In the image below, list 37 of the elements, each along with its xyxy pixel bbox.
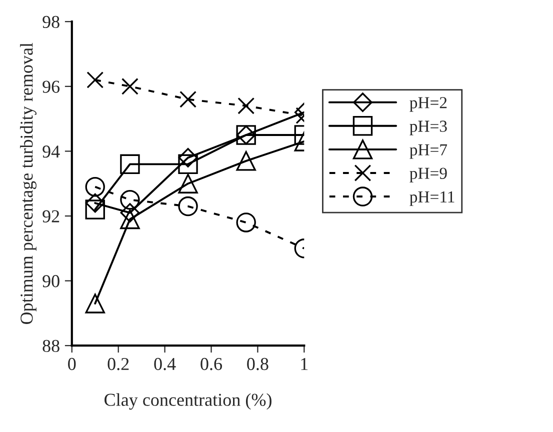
point <box>236 212 256 232</box>
point <box>178 196 198 216</box>
x-tick-label: 0 <box>68 358 76 370</box>
x-tick-label: 0.8 <box>247 358 268 370</box>
legend-label: pH=9 <box>410 168 447 182</box>
x-tick-label: 0.6 <box>200 358 222 370</box>
point <box>178 148 198 168</box>
legend-label: pH=2 <box>410 97 447 112</box>
x-tick-label: 1 <box>301 358 308 370</box>
point <box>120 209 140 230</box>
point <box>180 90 196 108</box>
point <box>85 294 105 314</box>
x-tick-label: 0.4 <box>154 358 176 370</box>
point <box>120 203 140 222</box>
point <box>121 78 138 95</box>
point <box>236 151 256 171</box>
y-tick-label: 90 <box>42 275 60 288</box>
y-tick-label: 98 <box>42 16 60 28</box>
point <box>238 97 255 114</box>
point <box>120 190 140 210</box>
point <box>178 154 198 174</box>
x-tick-label: 0.2 <box>108 358 129 370</box>
y-tick-label: 94 <box>42 146 60 158</box>
point <box>85 193 105 213</box>
legend-label: pH=11 <box>410 191 454 206</box>
point <box>85 176 105 197</box>
y-tick-label: 88 <box>42 340 60 352</box>
y-tick-label: 96 <box>42 80 60 93</box>
legend-label: pH=7 <box>410 144 448 159</box>
x-axis-title: Clay concentration (%) <box>104 393 272 410</box>
point <box>85 200 105 220</box>
point <box>178 174 198 194</box>
point <box>86 71 104 88</box>
legend-label: pH=3 <box>410 120 447 136</box>
y-tick-label: 92 <box>42 210 60 222</box>
y-axis-title: Optimum percentage turbidity removal <box>20 42 36 324</box>
point <box>120 154 140 174</box>
